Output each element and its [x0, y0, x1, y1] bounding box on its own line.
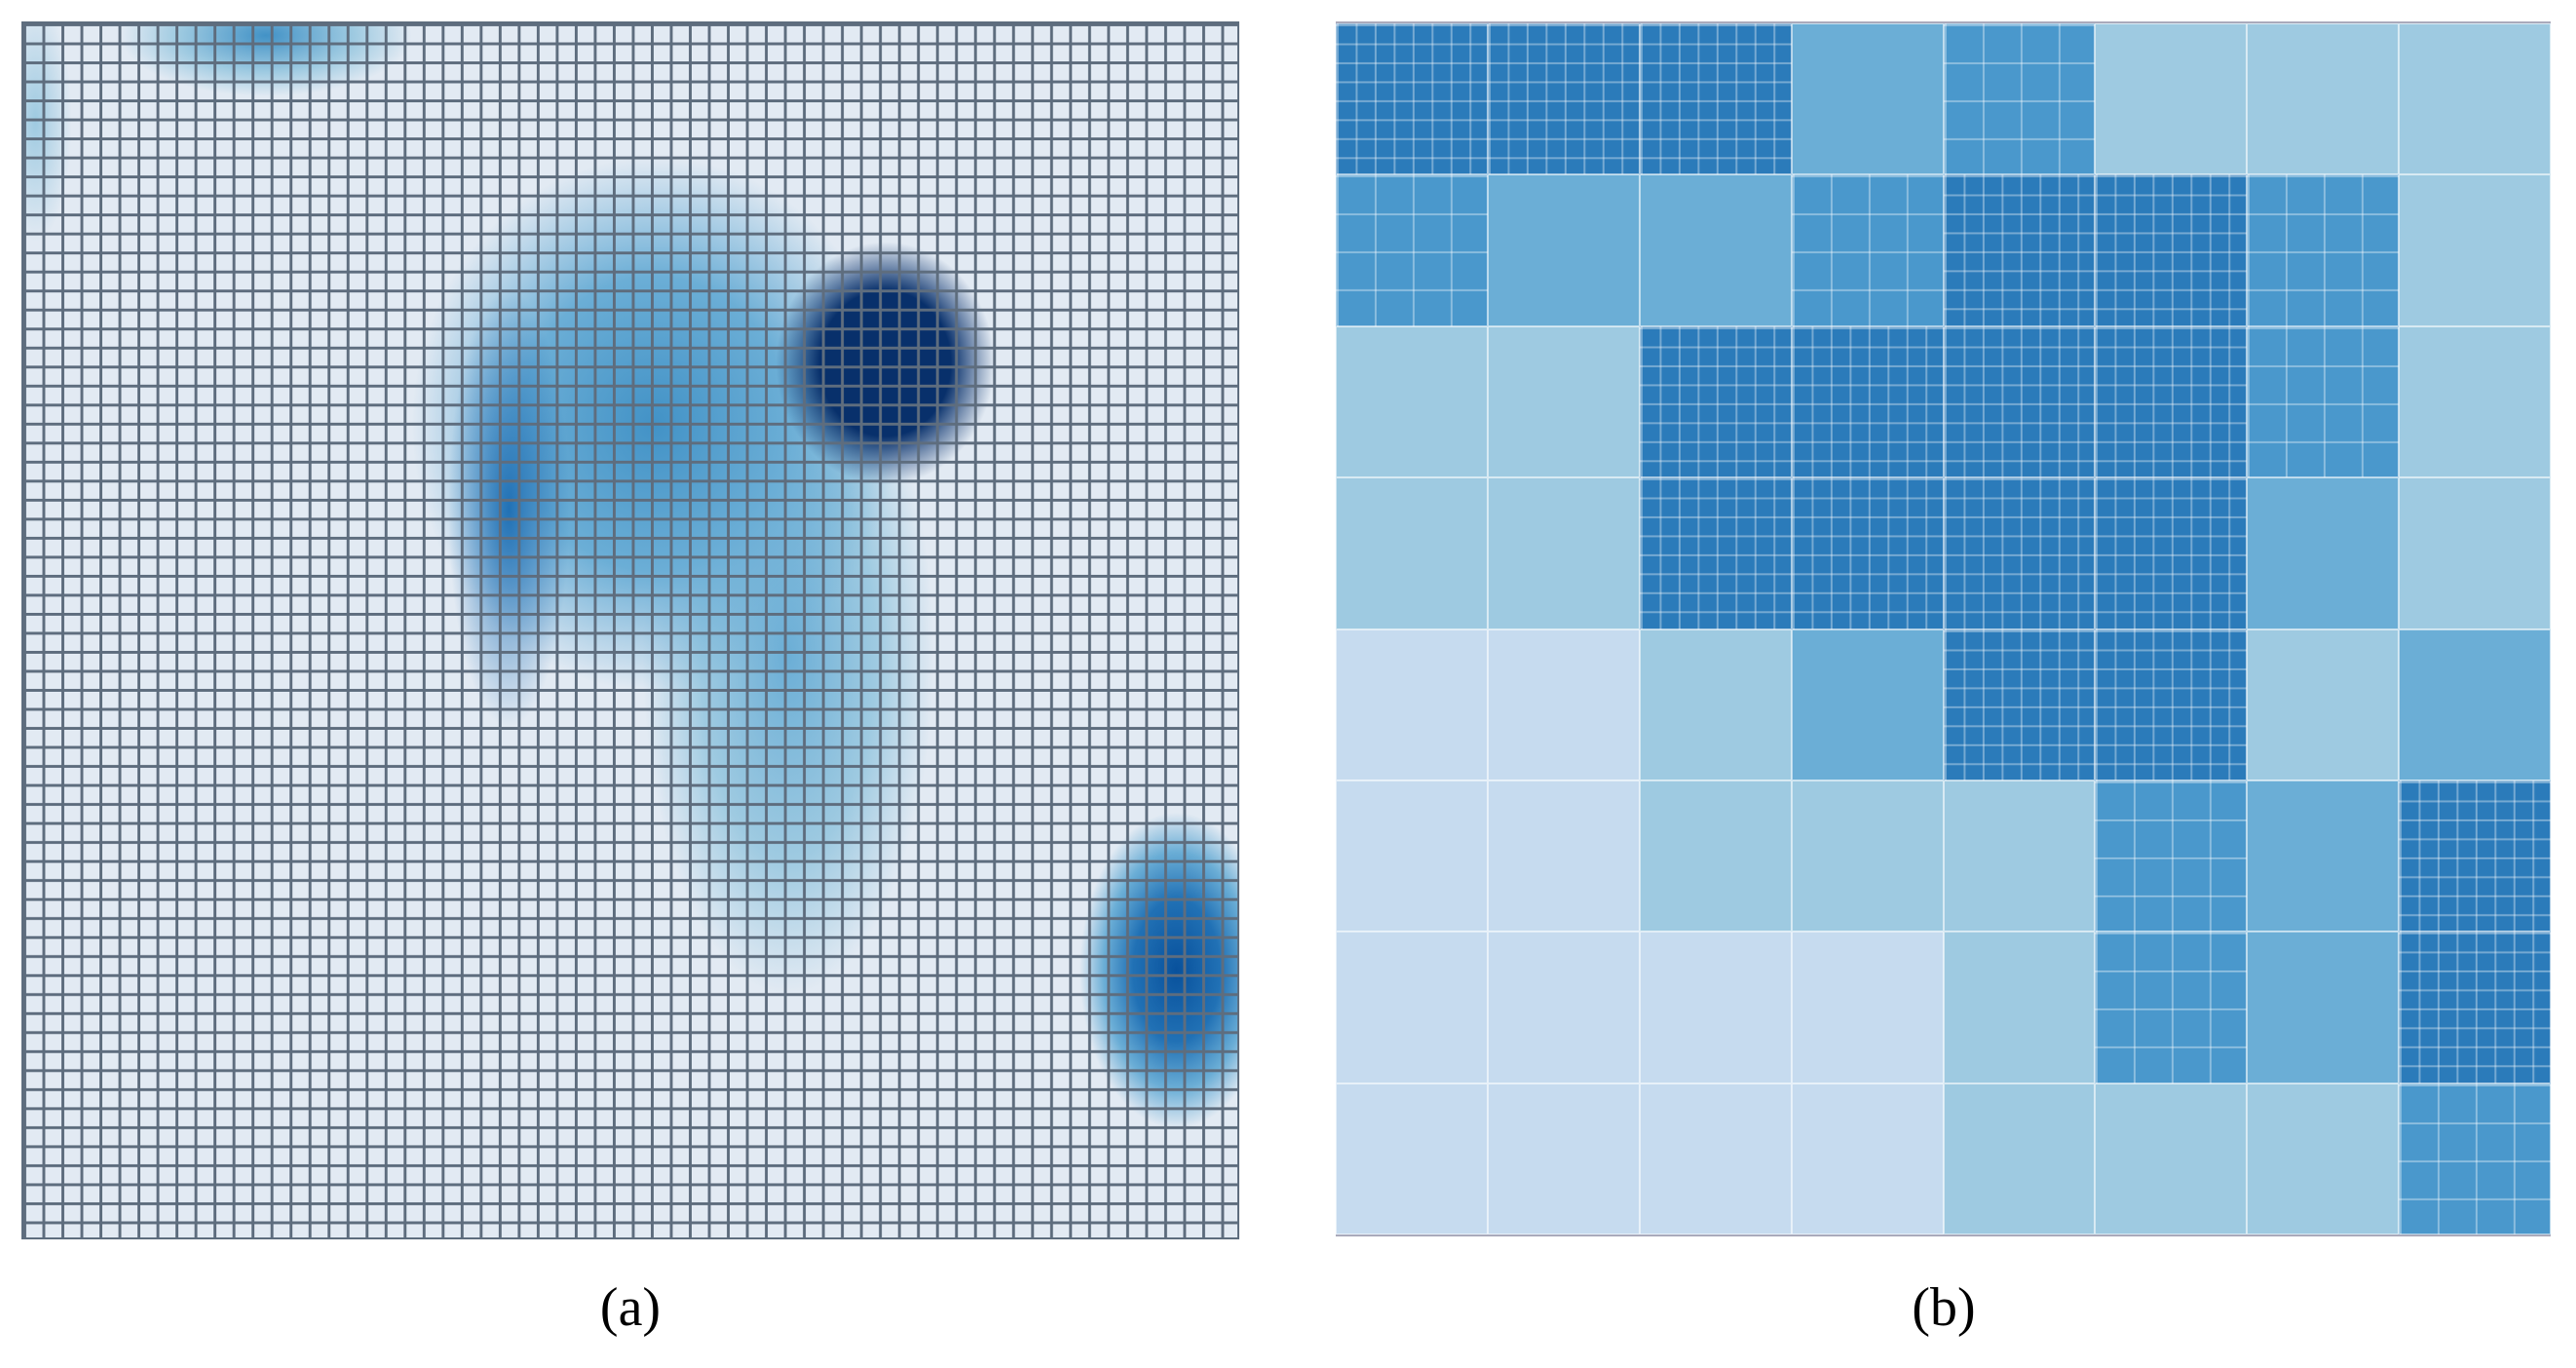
panel-label: (b) — [1912, 1277, 1976, 1338]
quadtree-image — [1336, 21, 2551, 1236]
uniform-grid-image — [21, 21, 1239, 1239]
panel-label: (a) — [599, 1277, 662, 1338]
